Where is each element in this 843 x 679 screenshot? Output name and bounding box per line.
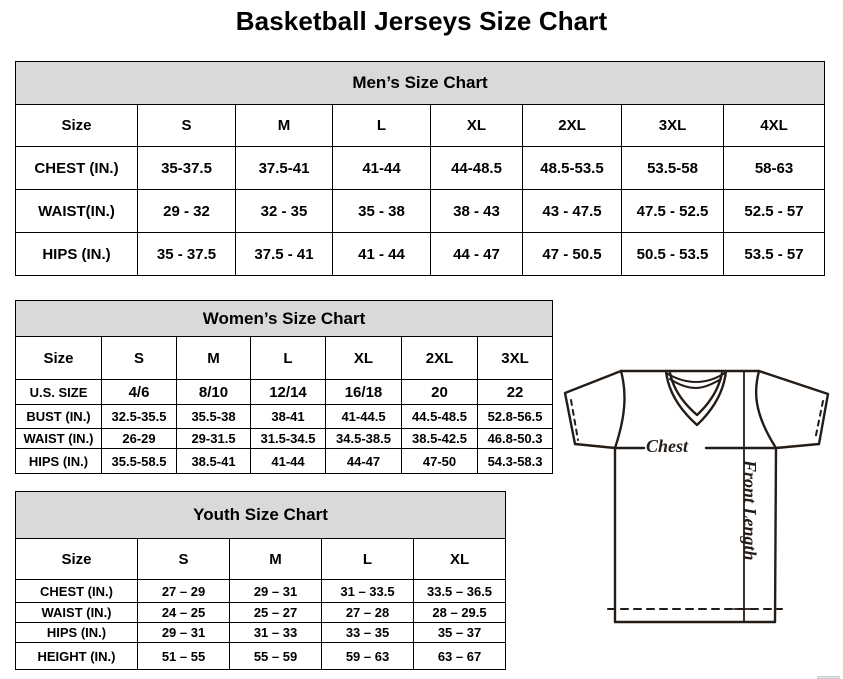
svg-text:Chest: Chest <box>646 436 689 456</box>
svg-text:Front Length: Front Length <box>740 459 760 561</box>
